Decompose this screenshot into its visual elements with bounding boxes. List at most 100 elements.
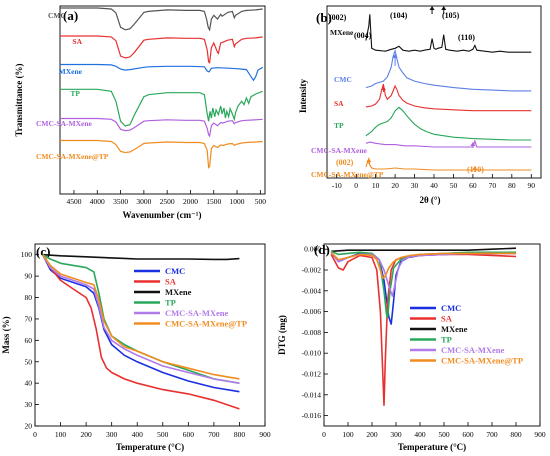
- x-tick-label: 200: [80, 430, 92, 439]
- x-tick-label: 500: [438, 430, 450, 439]
- panel-a-x-label: Wavenumber (cm⁻¹): [122, 210, 201, 220]
- x-tick-label: 1500: [206, 197, 221, 206]
- series-mxene-line: [60, 63, 264, 82]
- series-label-tp: TP: [70, 89, 80, 98]
- x-tick-label: 30: [411, 181, 419, 190]
- legend-label-cmc: CMC: [165, 266, 185, 276]
- y-tick-label: -0.010: [302, 349, 322, 358]
- panel-d-x-ticks: 0 100 200 300 400 500 600 700 800 900: [322, 422, 546, 439]
- x-tick-label: 20: [391, 181, 399, 190]
- series-cmc-sa-mxene-line: [365, 139, 532, 148]
- x-tick-label: 10: [372, 181, 380, 190]
- y-tick-label: 60: [25, 336, 33, 345]
- series-label-sa: SA: [72, 37, 82, 46]
- x-tick-label: 800: [510, 430, 522, 439]
- panel-a-letter: (a): [63, 8, 78, 23]
- panel-a-y-label: Transmittance (%): [14, 63, 24, 136]
- peak-arrow-head: [441, 6, 447, 10]
- x-tick-label: 0: [33, 430, 37, 439]
- series-sa-line: [60, 35, 263, 64]
- panel-d-frame: [323, 243, 541, 427]
- series-sa-line: [365, 83, 532, 112]
- x-tick-label: 100: [55, 430, 67, 439]
- series-cmc-sa-mxene-tp-line: [365, 156, 532, 171]
- series-label-cmc-sa-mxene-tp: CMC-SA-MXene@TP: [311, 170, 384, 179]
- series-label-tp: TP: [334, 121, 344, 130]
- x-tick-label: 60: [469, 181, 477, 190]
- x-tick-label: 2500: [160, 197, 175, 206]
- x-tick-label: 0: [322, 430, 326, 439]
- panel-b-letter: (b): [316, 10, 332, 25]
- panel-d: (d) 0 100 200 300 400 500 600 700 800 900 0.000 -0…: [277, 242, 546, 452]
- legend-label-tp: TP: [441, 335, 452, 345]
- panel-a-plot: CMC SA MXene TP CMC-SA-MXene CMC-SA-MXene@TP: [36, 7, 264, 169]
- peak-label-110-mxene: (110): [458, 33, 475, 42]
- peak-arrow-head: [366, 158, 372, 162]
- series-cmc-sa-mxene-line: [60, 117, 263, 138]
- legend-label-mxene: MXene: [165, 287, 192, 297]
- series-cmc-sa-mxene-tp-line: [60, 139, 263, 169]
- y-tick-label: 0.000: [304, 245, 321, 254]
- peak-label-004: (004): [354, 31, 372, 40]
- x-tick-label: 4000: [90, 197, 105, 206]
- panel-a: (a) CMC SA MXene TP CMC-SA-MXene CMC-SA-MXene…: [14, 5, 267, 220]
- y-tick-label: -0.008: [302, 328, 322, 337]
- panel-b: (b) MXene CMC SA TP CMC-SA-MXene CMC-SA-MXene…: [298, 5, 542, 205]
- x-tick-label: 500: [157, 430, 169, 439]
- x-tick-label: 80: [508, 181, 516, 190]
- series-label-cmc-sa-mxene: CMC-SA-MXene: [36, 119, 92, 128]
- panel-b-x-ticks: -10 0 10 20 30 40 50 60 70 80 90: [332, 174, 536, 190]
- panel-d-y-label: DTG (mg): [277, 315, 287, 355]
- peak-label-104: (104): [390, 11, 408, 20]
- series-tp-line: [365, 106, 532, 141]
- series-cmc-line: [60, 7, 263, 32]
- y-tick-label: 30: [25, 400, 33, 409]
- series-cmc-sa-mxene-tp-line: [42, 254, 240, 380]
- series-cmc-line: [365, 48, 532, 92]
- peak-arrow-head: [470, 142, 476, 146]
- series-sa-line: [42, 254, 240, 410]
- series-cmc-line: [330, 251, 516, 325]
- x-tick-label: 40: [430, 181, 438, 190]
- x-tick-label: 2000: [183, 197, 198, 206]
- panel-d-x-label: Temperature (°C): [398, 442, 466, 452]
- legend-label-sa: SA: [441, 314, 453, 324]
- x-tick-label: 90: [528, 181, 536, 190]
- x-tick-label: 600: [183, 430, 195, 439]
- x-tick-label: 500: [255, 197, 267, 206]
- x-tick-label: 100: [342, 430, 354, 439]
- x-tick-label: 3000: [136, 197, 151, 206]
- panel-c-x-label: Temperature (°C): [116, 442, 184, 452]
- series-label-mxene: MXene: [330, 28, 354, 37]
- series-tp-line: [60, 88, 263, 127]
- panel-c-y-ticks: 20 30 40 50 60 70 80 90 100: [21, 250, 39, 431]
- x-tick-label: 600: [462, 430, 474, 439]
- peak-arrow-head: [429, 6, 435, 10]
- x-tick-label: 800: [234, 430, 246, 439]
- panel-b-x-label: 2θ (°): [419, 195, 440, 205]
- x-tick-label: 400: [414, 430, 426, 439]
- y-tick-label: -0.004: [302, 286, 322, 295]
- panel-a-frame: [59, 5, 266, 195]
- x-tick-label: 0: [354, 181, 358, 190]
- x-tick-label: 900: [259, 430, 271, 439]
- y-tick-label: -0.012: [302, 370, 322, 379]
- series-cmc-sa-mxene-tp-line: [330, 251, 516, 280]
- x-tick-label: -10: [332, 181, 342, 190]
- series-label-cmc-sa-mxene-tp: CMC-SA-MXene@TP: [36, 152, 109, 161]
- y-tick-label: 40: [25, 379, 33, 388]
- y-tick-label: -0.016: [302, 411, 322, 420]
- peak-label-002-mxene: (002): [329, 13, 347, 22]
- x-tick-label: 200: [366, 430, 378, 439]
- series-label-cmc-sa-mxene: CMC-SA-MXene: [311, 146, 367, 155]
- x-tick-label: 1000: [230, 197, 245, 206]
- y-tick-label: 90: [25, 272, 33, 281]
- panel-b-peak-arrows: [366, 6, 478, 172]
- panel-d-letter: (d): [314, 242, 330, 257]
- panel-d-plot: [330, 247, 517, 406]
- peak-arrow-head: [392, 54, 398, 58]
- legend-label-cmc: CMC: [441, 303, 461, 313]
- y-tick-label: 20: [25, 422, 33, 431]
